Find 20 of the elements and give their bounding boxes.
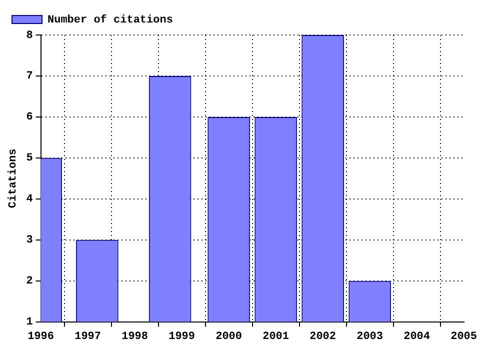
y-tick-label: 8 bbox=[26, 30, 34, 42]
x-tick-label: 2005 bbox=[450, 331, 478, 344]
x-tick-label: 2003 bbox=[356, 331, 384, 344]
y-tick-label: 3 bbox=[26, 234, 34, 247]
x-tick-label: 1997 bbox=[74, 331, 102, 344]
x-tick-label: 2001 bbox=[262, 331, 290, 344]
x-tick-label: 2002 bbox=[310, 331, 336, 344]
y-tick-label: 7 bbox=[26, 70, 33, 83]
x-tick-label: 2000 bbox=[216, 331, 242, 344]
y-tick-label: 4 bbox=[26, 194, 34, 206]
x-tick-label: 2004 bbox=[404, 331, 430, 344]
x-tick-label: 1999 bbox=[168, 331, 196, 344]
y-tick-label: 5 bbox=[26, 152, 34, 165]
y-tick-label: 2 bbox=[26, 276, 33, 288]
y-tick-label: 6 bbox=[26, 112, 33, 124]
y-axis-title: Citations bbox=[7, 148, 20, 208]
x-tick-label: 1998 bbox=[122, 331, 148, 344]
y-tick-label: 1 bbox=[26, 316, 34, 329]
x-tick-label: 1996 bbox=[28, 331, 54, 344]
legend-label: Number of citations bbox=[48, 13, 173, 26]
